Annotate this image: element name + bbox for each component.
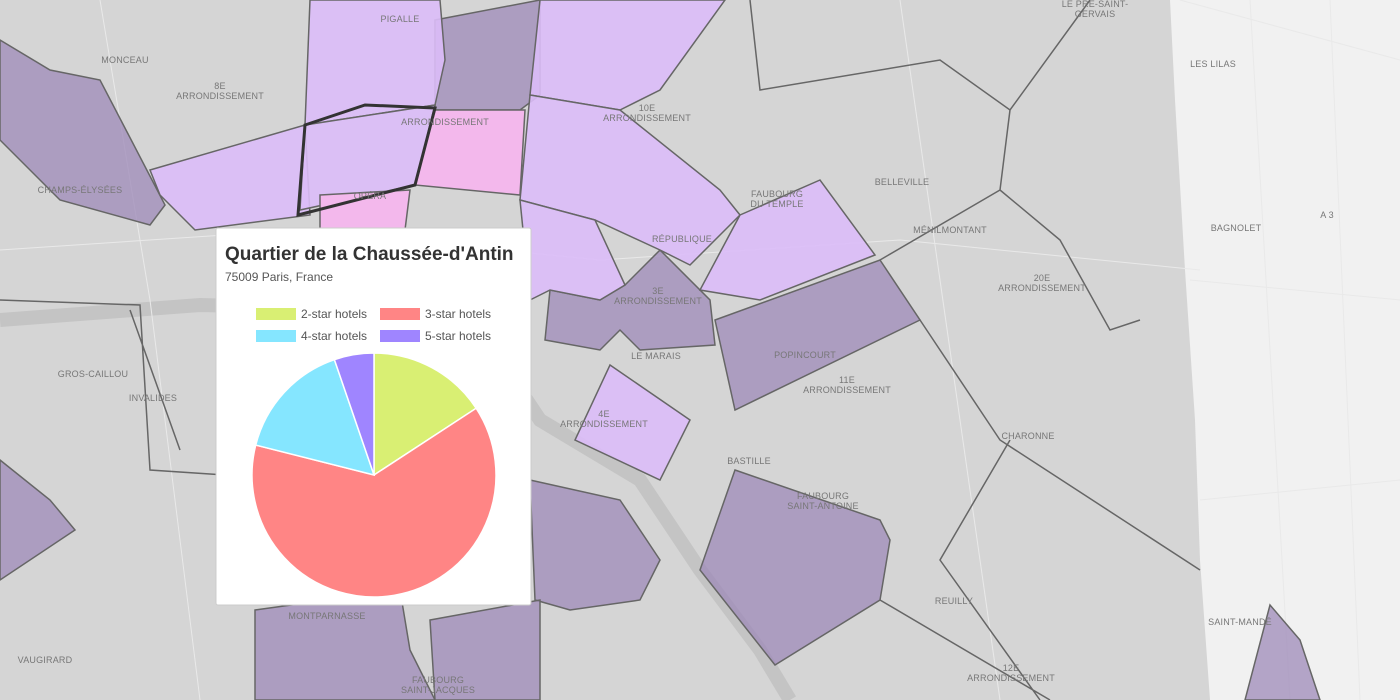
map-label-line: 10E <box>639 103 656 113</box>
pie-slice <box>333 352 375 476</box>
map-label-line: SAINT-JACQUES <box>401 685 475 695</box>
map-label: A 3 <box>1320 210 1334 220</box>
map-label: MÉNILMONTANT <box>913 225 987 235</box>
map-label: 8E ARRONDISSEMENT <box>176 81 264 101</box>
map-label: 10E ARRONDISSEMENT <box>603 103 691 123</box>
map-label-line: ARRONDISSEMENT <box>967 673 1055 683</box>
map-label: BELLEVILLE <box>875 177 930 187</box>
map-label-line: ARRONDISSEMENT <box>603 113 691 123</box>
map-label-line: GROS-CAILLOU <box>58 369 128 379</box>
map-label: LE PRÉ-SAINT-GERVAIS <box>1062 0 1129 19</box>
map-label-line: BASTILLE <box>727 456 771 466</box>
map-label-line: CHARONNE <box>1001 431 1054 441</box>
map-label-line: INVALIDES <box>129 393 177 403</box>
map-label-line: MÉNILMONTANT <box>913 225 987 235</box>
map-label: FAUBOURG SAINT-JACQUES <box>401 675 475 695</box>
map-label: LES LILAS <box>1190 59 1236 69</box>
map-label-line: 3E <box>652 286 663 296</box>
map-label: ARRONDISSEMENT <box>401 117 489 127</box>
map-label: BAGNOLET <box>1211 223 1262 233</box>
pie-chart: 2-star hotels 3-star hotels 4-star hotels 5… <box>251 307 497 598</box>
legend-swatch <box>380 330 420 342</box>
map-label: RÉPUBLIQUE <box>652 234 712 244</box>
map-label: GROS-CAILLOU <box>58 369 128 379</box>
map-label-line: LES LILAS <box>1190 59 1236 69</box>
map-label: 20E ARRONDISSEMENT <box>998 273 1086 293</box>
legend-label: 5-star hotels <box>425 329 491 343</box>
map-label: 12E ARRONDISSEMENT <box>967 663 1055 683</box>
map-label-line: LE MARAIS <box>631 351 681 361</box>
map-label-line: FAUBOURG <box>751 189 803 199</box>
map-label: BASTILLE <box>727 456 771 466</box>
legend-label: 3-star hotels <box>425 307 491 321</box>
map-label-line: PIGALLE <box>381 14 420 24</box>
legend-label: 2-star hotels <box>301 307 367 321</box>
map-label-line: BAGNOLET <box>1211 223 1262 233</box>
map-label: MONCEAU <box>101 55 148 65</box>
map-label-line: 20E <box>1034 273 1051 283</box>
pie-slice <box>254 358 376 477</box>
map-label-line: CHAMPS-ÉLYSÉES <box>38 185 123 195</box>
map-label-line: REUILLY <box>935 596 973 606</box>
map-label: VAUGIRARD <box>18 655 73 665</box>
map-label: LE MARAIS <box>631 351 681 361</box>
map-label-line: POPINCOURT <box>774 350 836 360</box>
map-label: OPÉRA <box>354 191 387 201</box>
map-label-line: 4E <box>598 409 609 419</box>
legend-label: 4-star hotels <box>301 329 367 343</box>
map-labels: MONCEAU 8E ARRONDISSEMENT CHAMPS-ÉLYSÉES … <box>18 0 1334 695</box>
map-label-line: GERVAIS <box>1075 9 1116 19</box>
map-label-line: BELLEVILLE <box>875 177 930 187</box>
popup-subtitle: 75009 Paris, France <box>225 270 333 284</box>
legend-swatch <box>256 308 296 320</box>
map-label-line: 11E <box>839 375 855 385</box>
map-label-line: OPÉRA <box>354 191 387 201</box>
map-label-line: MONTPARNASSE <box>288 611 365 621</box>
popup-title: Quartier de la Chaussée-d'Antin <box>225 244 514 265</box>
map-label-line: ARRONDISSEMENT <box>176 91 264 101</box>
legend-swatch <box>256 330 296 342</box>
map-label-line: DU TEMPLE <box>750 199 803 209</box>
map-label-line: ARRONDISSEMENT <box>614 296 702 306</box>
map-label: CHARONNE <box>1001 431 1054 441</box>
map-label: PIGALLE <box>381 14 420 24</box>
map-label: REUILLY <box>935 596 973 606</box>
map-label-line: A 3 <box>1320 210 1334 220</box>
map-label-line: FAUBOURG <box>412 675 464 685</box>
map-label: POPINCOURT <box>774 350 836 360</box>
map-label-line: ARRONDISSEMENT <box>401 117 489 127</box>
map-label: CHAMPS-ÉLYSÉES <box>38 185 123 195</box>
map-label: FAUBOURG SAINT-ANTOINE <box>787 491 858 511</box>
map-label: 11E ARRONDISSEMENT <box>803 375 891 395</box>
map-label: 4E ARRONDISSEMENT <box>560 409 648 429</box>
outer-area <box>1170 0 1400 700</box>
map-label-line: 12E <box>1003 663 1020 673</box>
districts <box>0 0 1321 700</box>
pie-slice <box>251 407 497 598</box>
legend-swatch <box>380 308 420 320</box>
map-label: SAINT-MANDÉ <box>1208 617 1272 627</box>
map-label: FAUBOURG DU TEMPLE <box>750 189 803 209</box>
map-label-line: VAUGIRARD <box>18 655 73 665</box>
map-label: MONTPARNASSE <box>288 611 365 621</box>
map-label-line: SAINT-MANDÉ <box>1208 617 1272 627</box>
map-label-line: ARRONDISSEMENT <box>998 283 1086 293</box>
map-label-line: 8E <box>214 81 225 91</box>
map-label-line: MONCEAU <box>101 55 148 65</box>
map-label-line: FAUBOURG <box>797 491 849 501</box>
map-label-line: RÉPUBLIQUE <box>652 234 712 244</box>
map-label: 3E ARRONDISSEMENT <box>614 286 702 306</box>
pie-slice <box>373 352 478 477</box>
map-label-line: LE PRÉ-SAINT- <box>1062 0 1129 9</box>
map-label: INVALIDES <box>129 393 177 403</box>
map-label-line: SAINT-ANTOINE <box>787 501 858 511</box>
popup: Quartier de la Chaussée-d'Antin 75009 Pa… <box>215 227 532 606</box>
map-label-line: ARRONDISSEMENT <box>560 419 648 429</box>
map-label-line: ARRONDISSEMENT <box>803 385 891 395</box>
